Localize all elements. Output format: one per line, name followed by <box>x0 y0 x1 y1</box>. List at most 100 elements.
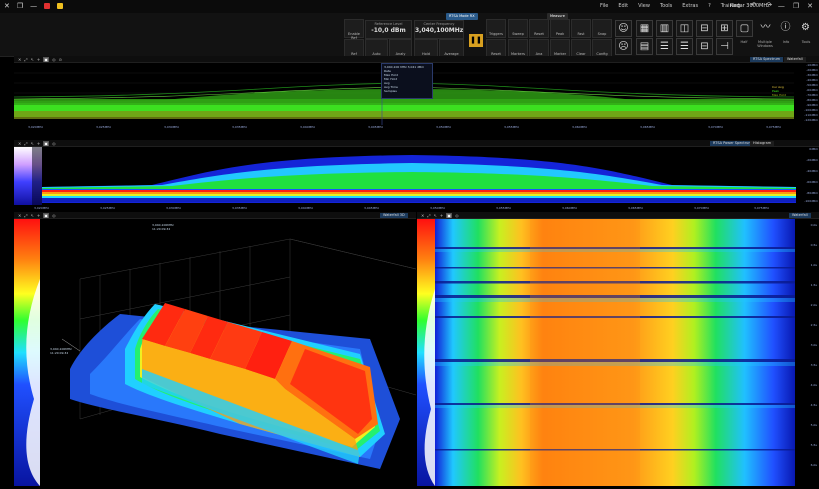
cursor-icon[interactable]: ↖ <box>30 213 34 218</box>
pan-icon[interactable]: ◎ <box>52 213 56 218</box>
panel-icon[interactable]: ▢ <box>736 20 753 37</box>
info-icon[interactable]: ⓘ <box>780 22 791 33</box>
window-close-icon[interactable]: ✕ <box>807 2 813 10</box>
restore-icon[interactable]: ⤢ <box>427 213 431 218</box>
icon-caption: Half <box>740 40 748 44</box>
waterfall-panel-tools: ✕ ⤢ ↖ + ▣ ◎ <box>421 213 459 218</box>
tab-waterfall[interactable]: Waterfall <box>784 57 806 62</box>
restore-icon[interactable]: ⤢ <box>24 141 28 146</box>
menu-extras[interactable]: Extras <box>682 3 699 9</box>
waterfall-panel-header: ✕ ⤢ ↖ + ▣ ◎ Waterfall <box>417 212 819 219</box>
fill-icon[interactable]: ⊟ <box>696 38 713 55</box>
ref-level-readout[interactable]: Reference Level -10,0 dBm <box>365 20 412 39</box>
record-indicator-icon[interactable] <box>44 3 51 9</box>
zoom-icon[interactable]: + <box>439 213 444 218</box>
split-icon[interactable]: ◫ <box>676 20 693 37</box>
select-icon[interactable]: ▣ <box>43 57 50 62</box>
tab-histogram[interactable]: Histogram <box>750 141 775 146</box>
sweep-button[interactable]: Sweep <box>508 19 528 38</box>
fast-button[interactable]: Fast <box>571 19 591 38</box>
select-icon[interactable]: ▣ <box>43 213 50 218</box>
snap-button[interactable]: Snap <box>592 19 612 38</box>
menu-help[interactable]: ? <box>708 3 711 9</box>
menu-edit[interactable]: Edit <box>618 3 629 9</box>
icon-caption: Tools <box>801 40 811 44</box>
menu-view[interactable]: View <box>638 3 650 9</box>
app-title: Radar 3000MHz <box>730 3 770 9</box>
pause-button[interactable]: ❚❚ <box>469 34 483 47</box>
waterfall-3d-plot[interactable] <box>40 219 416 486</box>
menu-training[interactable]: Training <box>720 3 741 9</box>
select-icon[interactable]: ▣ <box>43 141 50 146</box>
zoom-icon[interactable]: + <box>36 141 41 146</box>
x-label: 3,075MHz <box>766 125 782 129</box>
grid-icon[interactable]: ▥ <box>656 20 673 37</box>
half-icon[interactable]: ⊞ <box>716 20 733 37</box>
smile-icon[interactable]: ☺ <box>615 20 632 37</box>
settings-icon[interactable]: ⚙ <box>801 22 810 33</box>
select-icon[interactable]: ▣ <box>446 213 453 218</box>
columns-icon[interactable]: ▤ <box>636 38 653 55</box>
half-rows-icon[interactable]: ⊣ <box>716 38 733 55</box>
window-maximize-icon[interactable]: ❐ <box>792 2 800 10</box>
menu-file[interactable]: File <box>600 3 609 9</box>
undo-icon[interactable]: ↶ <box>750 1 757 9</box>
window-minimize-icon[interactable]: — <box>777 2 785 10</box>
waterfall-time-axis: 0,0s 0,5s 1,0s 1,5s 2,0s 2,5s 3,0s 3,5s … <box>795 219 817 486</box>
restore-icon[interactable]: ⤢ <box>24 213 28 218</box>
x-label: 3,060MHz <box>572 125 588 129</box>
center-frequency-readout[interactable]: Center Frequency 3,040,100MHz <box>414 20 464 39</box>
alert-indicator-icon[interactable] <box>57 3 64 9</box>
time-label: 1,5s <box>810 283 817 287</box>
enable-ref-button[interactable]: Enable Ref <box>344 19 364 40</box>
tab-rtsa-power-spectrum[interactable]: RTSA Power Spectrum <box>710 141 755 146</box>
table-icon[interactable]: ▦ <box>636 20 653 37</box>
signal-icon[interactable]: 〰 <box>760 22 771 33</box>
tab-waterfall-3d[interactable]: Waterfall 3D <box>380 213 408 218</box>
y-label: -100dBm <box>804 108 818 112</box>
zoom-icon[interactable]: + <box>36 213 41 218</box>
marker-readout-line: Avg <box>384 81 390 85</box>
restore-icon[interactable]: ❐ <box>16 2 24 10</box>
minimize-icon[interactable]: — <box>30 2 38 10</box>
close-icon[interactable]: ✕ <box>18 57 22 62</box>
close-icon[interactable]: ✕ <box>4 2 10 10</box>
pan-icon[interactable]: ◎ <box>52 57 56 62</box>
menu-tools[interactable]: Tools <box>659 3 673 9</box>
triggers-button[interactable]: Triggers <box>486 19 506 38</box>
redo-icon[interactable]: ↷ <box>766 1 773 9</box>
marker-line: 3,040,100MHz <box>152 223 174 227</box>
zoom-icon[interactable]: + <box>36 57 41 62</box>
pan-icon[interactable]: ◎ <box>455 213 459 218</box>
waterfall-3d-colorbar <box>14 219 40 486</box>
close-icon[interactable]: ✕ <box>18 141 22 146</box>
cursor-icon[interactable]: ↖ <box>30 57 34 62</box>
layout-icon[interactable]: ⊟ <box>696 20 713 37</box>
peak-button[interactable]: Peak <box>550 19 570 38</box>
waterfall-plot[interactable] <box>435 219 795 486</box>
legend-max-hold: Max Hold <box>772 93 786 97</box>
close-icon[interactable]: ✕ <box>18 213 22 218</box>
close-icon[interactable]: ✕ <box>421 213 425 218</box>
pan-icon[interactable]: ◎ <box>52 141 56 146</box>
measure-tab[interactable]: Measure <box>547 13 568 20</box>
cursor-icon[interactable]: ↖ <box>30 141 34 146</box>
mode-tab[interactable]: RTSA Mode RX <box>446 13 478 20</box>
power-spectrum-panel-tools: ✕ ⤢ ↖ + ▣ ◎ <box>18 141 56 146</box>
power-spectrum-plot[interactable] <box>42 147 796 205</box>
spectrum-plot[interactable] <box>14 63 819 134</box>
tab-waterfall[interactable]: Waterfall <box>789 213 811 218</box>
frown-icon[interactable]: ☹ <box>615 38 632 55</box>
reset-sweep-button[interactable]: Reset <box>529 19 549 38</box>
tab-rtsa-spectrum[interactable]: RTSA Spectrum <box>750 57 784 62</box>
fit-icon[interactable]: ⊙ <box>58 57 62 62</box>
auto-button[interactable]: Auto <box>365 39 388 58</box>
full-icon[interactable]: ☰ <box>676 38 693 55</box>
x-label: 3,050MHz <box>430 206 446 210</box>
restore-icon[interactable]: ⤢ <box>24 57 28 62</box>
rows-icon[interactable]: ☰ <box>656 38 673 55</box>
cursor-icon[interactable]: ↖ <box>433 213 437 218</box>
config-button[interactable]: Config <box>592 39 612 58</box>
x-label: 3,025MHz <box>96 125 112 129</box>
x-label: 3,070MHz <box>708 125 724 129</box>
